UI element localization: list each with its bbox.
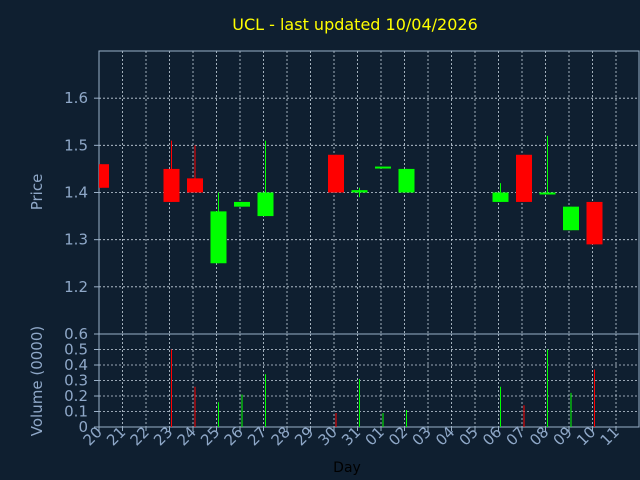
candle-body <box>539 192 556 195</box>
volume-axis-label: Volume (0000) <box>28 326 46 436</box>
candle-31 <box>351 187 368 198</box>
candle-body <box>351 190 368 193</box>
candle-01 <box>375 166 391 169</box>
candle-25 <box>210 192 227 264</box>
candle-body <box>563 206 579 231</box>
price-tick-label: 1.3 <box>64 231 88 249</box>
candle-09 <box>563 206 579 231</box>
candle-body <box>516 154 532 202</box>
candle-20 <box>99 164 109 188</box>
volume-tick-label: 0.1 <box>64 403 88 421</box>
candle-30 <box>328 154 344 193</box>
candle-body <box>398 168 415 193</box>
volume-tick-label: 0.6 <box>64 325 88 343</box>
chart-title: UCL - last updated 10/04/2026 <box>232 15 478 34</box>
price-tick-label: 1.2 <box>64 278 88 296</box>
price-tick-label: 1.5 <box>64 136 88 154</box>
candles <box>99 135 603 264</box>
candle-06 <box>492 183 509 202</box>
candle-body <box>210 211 227 264</box>
x-axis-ticks: 2021222324252627282930310102030405060708… <box>80 423 623 449</box>
x-axis-label: Day <box>333 460 361 476</box>
volume-panel: 00.10.20.30.40.50.6 Volume (0000) <box>28 325 640 436</box>
volume-tick-label: 0.3 <box>64 372 88 390</box>
candle-body <box>257 192 274 217</box>
candle-27 <box>257 140 274 217</box>
price-tick-label: 1.6 <box>64 89 88 107</box>
price-tick-label: 1.4 <box>64 184 88 202</box>
volume-tick-label: 0.5 <box>64 341 88 359</box>
candle-body <box>586 201 603 245</box>
candle-02 <box>398 168 415 193</box>
candle-body <box>99 164 109 188</box>
volume-frame <box>98 333 640 428</box>
volume-tick-label: 0 <box>78 418 88 436</box>
candle-body <box>328 154 344 193</box>
candle-08 <box>539 135 556 195</box>
price-axis-label: Price <box>28 174 46 211</box>
candle-body <box>234 201 250 207</box>
candle-07 <box>516 154 532 202</box>
volume-tick-label: 0.2 <box>64 387 88 405</box>
price-panel: 1.2 1.3 1.4 1.5 1.6 Price <box>28 50 640 335</box>
candle-body <box>492 192 509 202</box>
candle-10 <box>586 201 603 245</box>
candle-26 <box>234 201 250 207</box>
candle-24 <box>187 145 203 193</box>
candle-body <box>375 166 391 169</box>
candle-body <box>163 168 180 202</box>
candle-body <box>187 178 203 193</box>
candle-23 <box>163 140 180 202</box>
volume-tick-label: 0.4 <box>64 356 88 374</box>
